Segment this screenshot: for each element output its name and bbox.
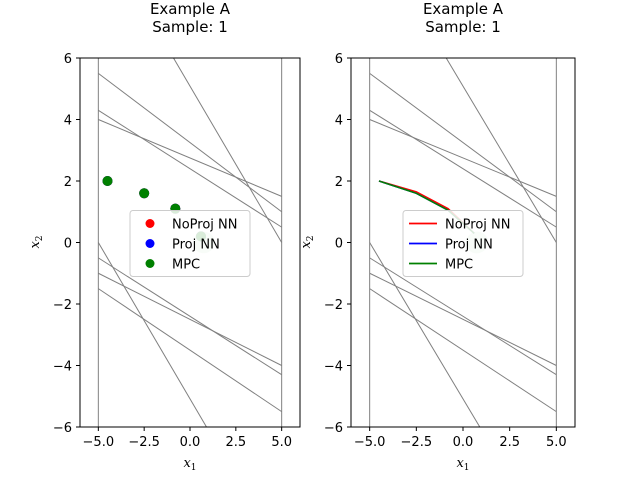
left-legend-box: [129, 210, 251, 277]
left-y-tick-label-2: −2: [53, 298, 72, 313]
left-constraint-line-8: [98, 272, 282, 366]
left-constraint-line-4: [98, 119, 282, 197]
left-panel: Example A Sample: 1 x1 x2 −5.0 −2.5 0.0 2.5…: [28, 0, 301, 473]
right-legend-label-2: MPC: [445, 258, 473, 273]
right-constraint-line-4: [369, 119, 557, 197]
left-x-tick-label-0: −5.0: [83, 435, 115, 450]
right-x-tick-label-4: 5.0: [546, 435, 567, 450]
left-title-line2: Sample: 1: [152, 18, 228, 36]
right-constraint-line-5: [445, 58, 557, 243]
right-panel: Example A Sample: 1 x1 x2 −5.0 −2.5 0.0 2.5…: [299, 0, 576, 473]
right-constraint-line-2: [369, 72, 557, 213]
right-legend-label-0: NoProj NN: [445, 218, 511, 233]
right-constraint-line-7: [369, 257, 557, 376]
left-legend-marker-2: [145, 259, 155, 268]
left-legend-marker-1: [145, 239, 155, 248]
right-y-tick-label-5: 4: [335, 114, 343, 129]
right-x-tick-label-2: 0.0: [453, 435, 474, 450]
left-constraint-line-5: [173, 58, 283, 243]
left-legend-label-0: NoProj NN: [172, 218, 238, 233]
left-x-axis-label: x1: [183, 456, 196, 473]
right-y-tick-label-6: 6: [335, 52, 343, 67]
left-y-tick-label-3: 0: [64, 237, 72, 252]
right-x-axis-label: x1: [456, 456, 469, 473]
right-constraint-line-9: [369, 288, 557, 413]
right-y-tick-label-0: −6: [324, 421, 343, 436]
right-y-axis-label: x2: [299, 235, 316, 248]
right-constraint-line-8: [369, 272, 557, 366]
left-y-axis-label: x2: [28, 235, 45, 248]
right-x-tick-label-3: 2.5: [499, 435, 520, 450]
left-constraint-line-9: [98, 288, 282, 413]
left-constraint-line-6: [97, 242, 207, 427]
right-legend-box: [402, 210, 524, 277]
right-x-tick-label-1: −2.5: [401, 435, 433, 450]
right-constraint-line-6: [369, 242, 481, 427]
left-x-tick-label-2: 0.0: [180, 435, 201, 450]
left-legend-label-2: MPC: [172, 258, 200, 273]
left-y-tick-label-5: 4: [64, 114, 72, 129]
right-legend: NoProj NN Proj NN MPC: [402, 210, 524, 277]
right-y-tick-label-3: 0: [335, 237, 343, 252]
left-y-tick-label-4: 2: [64, 175, 72, 190]
right-y-tick-label-4: 2: [335, 175, 343, 190]
right-title-line1: Example A: [423, 0, 504, 18]
left-y-tick-label-0: −6: [53, 421, 72, 436]
left-legend-marker-0: [145, 219, 155, 228]
left-y-tick-label-6: 6: [64, 52, 72, 67]
left-x-tick-label-1: −2.5: [128, 435, 160, 450]
left-legend: NoProj NN Proj NN MPC: [129, 210, 251, 277]
left-title-line1: Example A: [150, 0, 231, 18]
right-x-tick-label-0: −5.0: [354, 435, 386, 450]
right-title-line2: Sample: 1: [425, 18, 501, 36]
left-constraint-line-2: [98, 72, 282, 213]
right-y-tick-label-1: −4: [324, 360, 343, 375]
left-point-mpc-1: [139, 188, 150, 199]
left-constraint-line-7: [98, 257, 282, 376]
left-x-tick-label-3: 2.5: [225, 435, 246, 450]
right-y-tick-label-2: −2: [324, 298, 343, 313]
right-constraint-line-3: [369, 109, 557, 228]
left-point-mpc-0: [102, 176, 113, 186]
left-legend-label-1: Proj NN: [172, 238, 220, 253]
right-legend-label-1: Proj NN: [445, 238, 493, 253]
left-constraint-line-3: [98, 109, 282, 228]
left-y-tick-label-1: −4: [53, 360, 72, 375]
left-x-tick-label-4: 5.0: [271, 435, 292, 450]
